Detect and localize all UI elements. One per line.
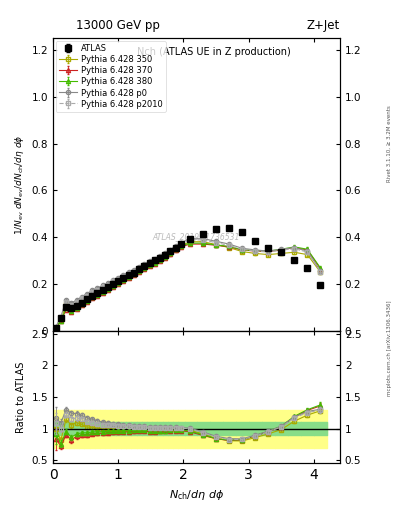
Y-axis label: Ratio to ATLAS: Ratio to ATLAS <box>16 361 26 433</box>
Text: Nch (ATLAS UE in Z production): Nch (ATLAS UE in Z production) <box>137 47 290 57</box>
Text: Rivet 3.1.10, ≥ 3.2M events: Rivet 3.1.10, ≥ 3.2M events <box>387 105 392 182</box>
Text: ATLAS_2019_I1736531: ATLAS_2019_I1736531 <box>153 232 240 242</box>
Legend: ATLAS, Pythia 6.428 350, Pythia 6.428 370, Pythia 6.428 380, Pythia 6.428 p0, Py: ATLAS, Pythia 6.428 350, Pythia 6.428 37… <box>55 41 165 112</box>
Text: mcplots.cern.ch [arXiv:1306.3436]: mcplots.cern.ch [arXiv:1306.3436] <box>387 301 392 396</box>
Text: 13000 GeV pp: 13000 GeV pp <box>76 19 160 32</box>
Text: Z+Jet: Z+Jet <box>307 19 340 32</box>
Y-axis label: $1/N_{\rm ev}\ dN_{\rm ev}/dN_{\rm ch}/d\eta\ d\phi$: $1/N_{\rm ev}\ dN_{\rm ev}/dN_{\rm ch}/d… <box>13 134 26 234</box>
X-axis label: $N_{\rm ch}/d\eta\ d\phi$: $N_{\rm ch}/d\eta\ d\phi$ <box>169 488 224 502</box>
